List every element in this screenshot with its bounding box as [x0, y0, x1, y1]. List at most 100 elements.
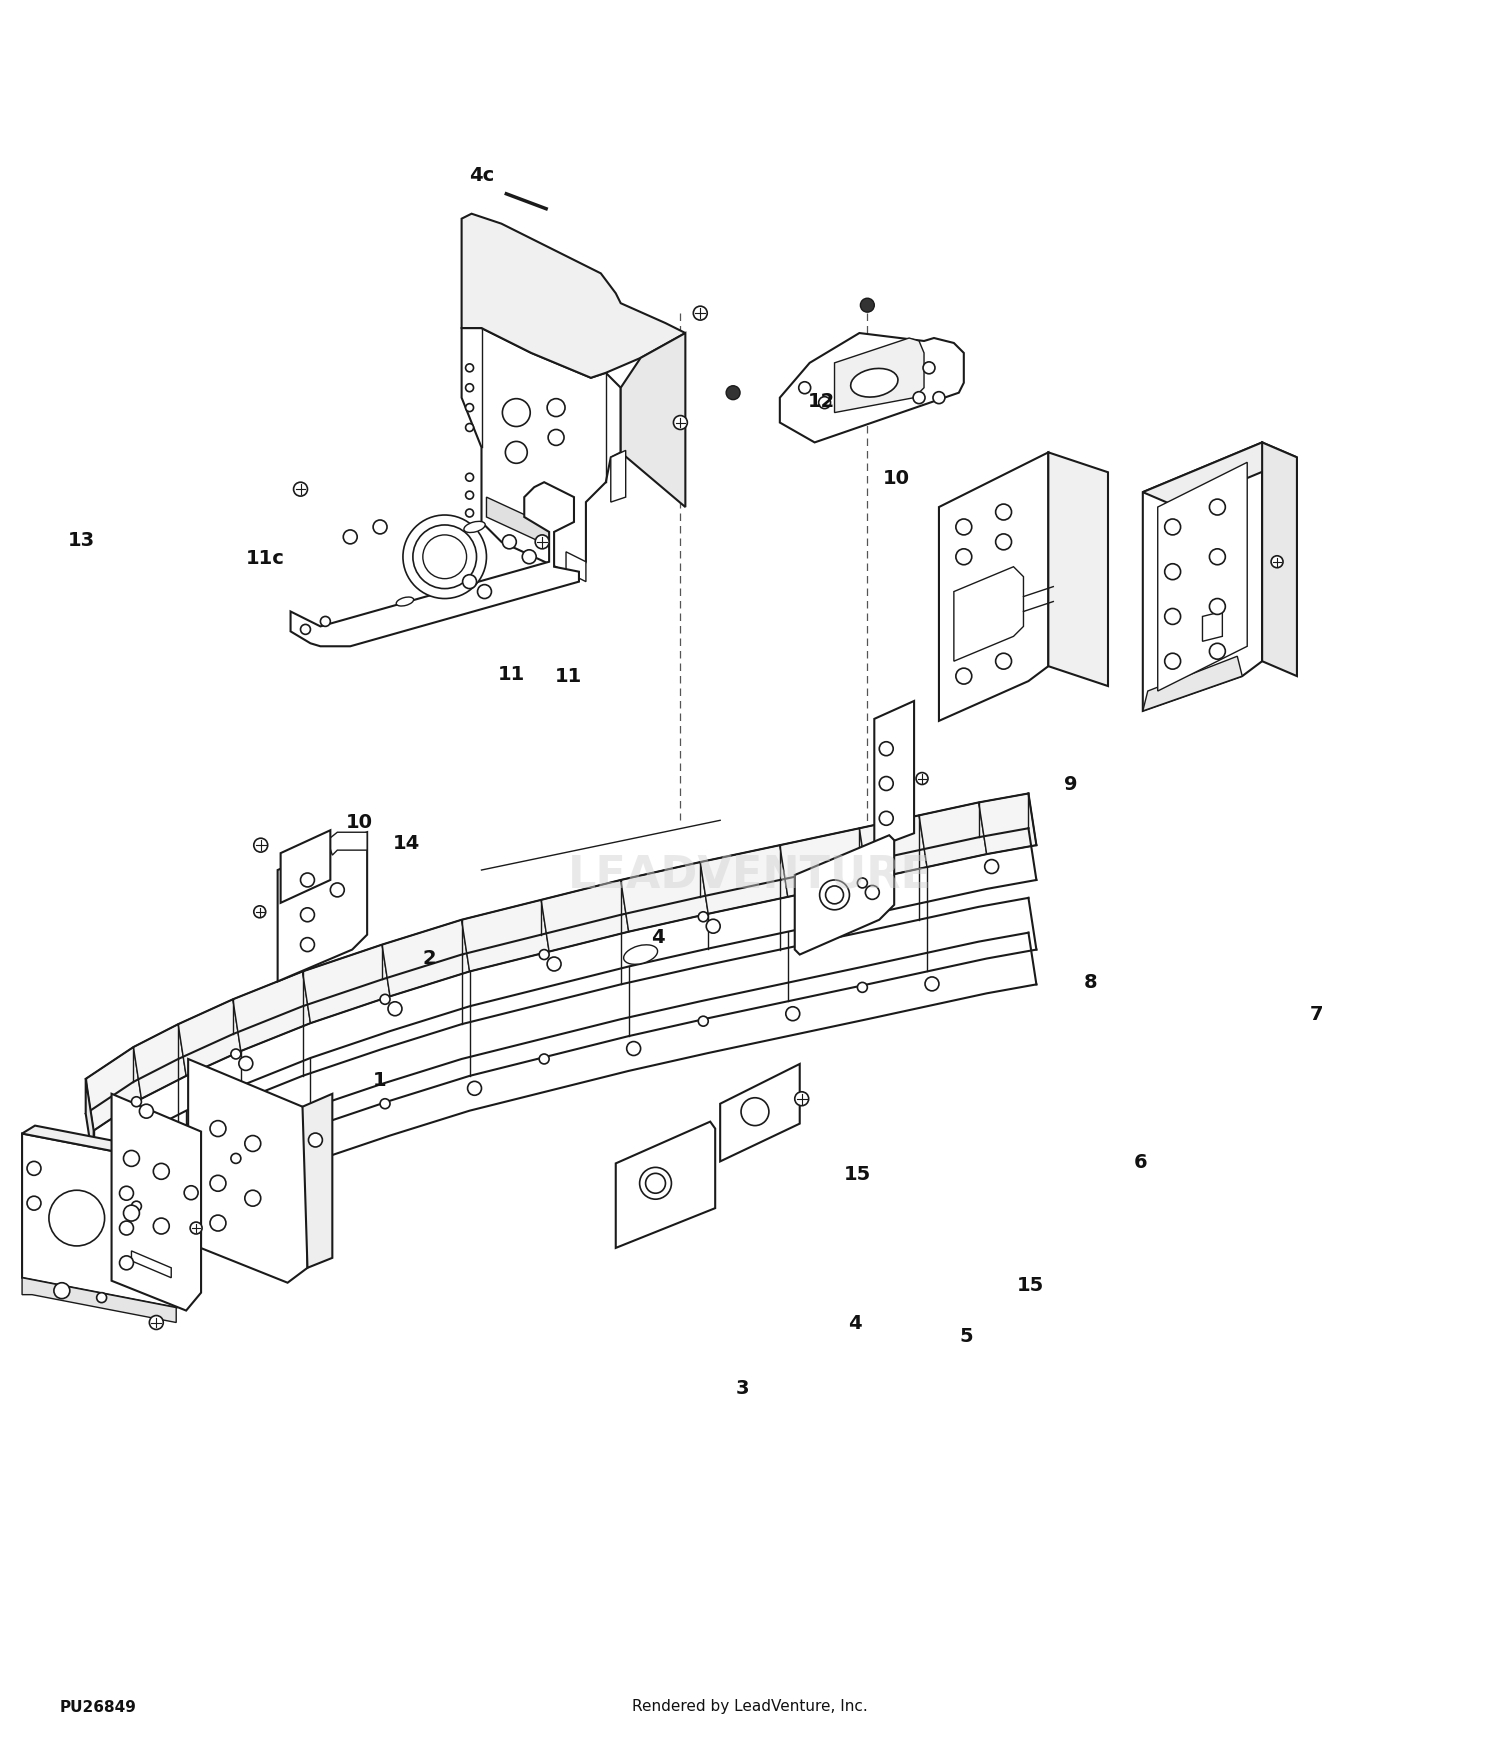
Polygon shape: [382, 920, 470, 996]
Circle shape: [926, 977, 939, 990]
Circle shape: [123, 1150, 140, 1166]
Ellipse shape: [850, 369, 898, 397]
Text: 13: 13: [68, 532, 96, 550]
Polygon shape: [176, 1155, 189, 1307]
Text: 3: 3: [736, 1379, 750, 1398]
Polygon shape: [232, 971, 310, 1052]
Circle shape: [548, 399, 566, 416]
Text: 4: 4: [847, 1314, 861, 1334]
Circle shape: [956, 550, 972, 565]
Polygon shape: [178, 999, 242, 1076]
Polygon shape: [1143, 443, 1298, 507]
Text: 2: 2: [423, 949, 436, 968]
Circle shape: [465, 404, 474, 411]
Circle shape: [150, 1316, 164, 1330]
Circle shape: [503, 399, 530, 427]
Circle shape: [879, 742, 892, 756]
Polygon shape: [1262, 443, 1298, 676]
Circle shape: [1270, 556, 1282, 567]
Text: 12: 12: [808, 392, 836, 411]
Circle shape: [786, 1006, 800, 1020]
Polygon shape: [280, 830, 330, 903]
Polygon shape: [462, 327, 621, 572]
Circle shape: [627, 1041, 640, 1055]
Polygon shape: [188, 1059, 308, 1283]
Polygon shape: [134, 1024, 186, 1099]
Polygon shape: [542, 880, 628, 952]
Polygon shape: [920, 803, 987, 866]
Circle shape: [231, 1048, 242, 1059]
Circle shape: [865, 886, 879, 900]
Circle shape: [538, 950, 549, 959]
Circle shape: [465, 383, 474, 392]
Circle shape: [956, 668, 972, 684]
Polygon shape: [86, 1183, 93, 1270]
Circle shape: [344, 530, 357, 544]
Circle shape: [922, 362, 934, 374]
Text: LEADVENTURE: LEADVENTURE: [568, 854, 932, 896]
Polygon shape: [621, 332, 686, 508]
Circle shape: [1209, 598, 1225, 614]
Circle shape: [858, 878, 867, 887]
Circle shape: [858, 982, 867, 992]
Circle shape: [300, 625, 310, 634]
Polygon shape: [610, 450, 626, 502]
Polygon shape: [86, 1046, 141, 1130]
Circle shape: [132, 1200, 141, 1211]
Circle shape: [465, 364, 474, 371]
Polygon shape: [22, 1134, 176, 1307]
Circle shape: [153, 1218, 170, 1234]
Circle shape: [522, 550, 536, 564]
Polygon shape: [132, 1251, 171, 1278]
Circle shape: [27, 1162, 40, 1176]
Circle shape: [1164, 609, 1180, 625]
Circle shape: [330, 884, 345, 898]
Polygon shape: [834, 338, 924, 413]
Polygon shape: [621, 863, 708, 931]
Circle shape: [132, 1097, 141, 1106]
Circle shape: [300, 938, 315, 952]
Polygon shape: [859, 816, 927, 880]
Circle shape: [536, 536, 549, 550]
Polygon shape: [1048, 452, 1108, 686]
Circle shape: [825, 886, 843, 903]
Circle shape: [674, 415, 687, 429]
Circle shape: [465, 424, 474, 432]
Polygon shape: [291, 483, 579, 646]
Circle shape: [914, 392, 926, 404]
Text: 4c: 4c: [470, 166, 494, 186]
Circle shape: [706, 919, 720, 933]
Circle shape: [190, 1222, 202, 1234]
Polygon shape: [615, 1122, 716, 1248]
Polygon shape: [874, 702, 914, 849]
Text: 11: 11: [498, 665, 525, 684]
Circle shape: [996, 504, 1011, 520]
Circle shape: [933, 392, 945, 404]
Circle shape: [699, 1017, 708, 1026]
Circle shape: [140, 1104, 153, 1118]
Circle shape: [27, 1197, 40, 1211]
Polygon shape: [1143, 443, 1262, 710]
Text: PU26849: PU26849: [60, 1699, 136, 1715]
Circle shape: [300, 873, 315, 887]
Circle shape: [388, 1001, 402, 1015]
Circle shape: [819, 397, 831, 408]
Circle shape: [465, 509, 474, 516]
Text: 8: 8: [1083, 973, 1096, 992]
Circle shape: [645, 1172, 666, 1194]
Circle shape: [244, 1190, 261, 1206]
Circle shape: [861, 298, 874, 311]
Text: 7: 7: [1310, 1004, 1323, 1024]
Text: 6: 6: [1134, 1153, 1148, 1172]
Circle shape: [300, 908, 315, 922]
Text: 15: 15: [1017, 1276, 1044, 1295]
Circle shape: [254, 906, 266, 917]
Circle shape: [123, 1206, 140, 1222]
Polygon shape: [86, 1078, 93, 1166]
Circle shape: [548, 429, 564, 446]
Circle shape: [693, 306, 706, 320]
Circle shape: [374, 520, 387, 534]
Circle shape: [423, 536, 466, 579]
Polygon shape: [111, 1094, 201, 1311]
Circle shape: [210, 1214, 226, 1230]
